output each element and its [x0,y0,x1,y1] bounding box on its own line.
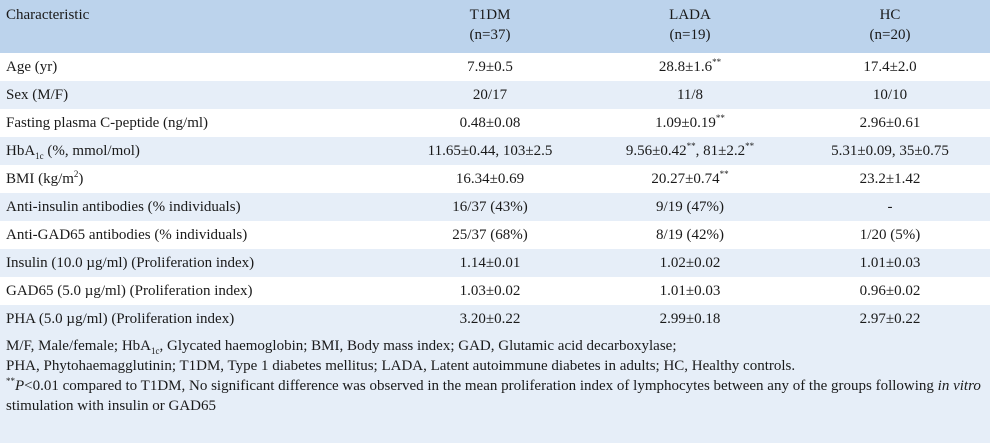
cell-t1dm: 16.34±0.69 [390,165,590,193]
row-label-sub: 1c [35,150,44,161]
cell-lada-value: 28.8±1.6 [658,58,713,75]
row-label-pre: HbA [6,142,36,159]
cell-hc: 23.2±1.42 [790,165,990,193]
cell-hc: 5.31±0.09, 35±0.75 [790,137,990,165]
row-label: Age (yr) [0,53,390,81]
cell-lada: 9/19 (47%) [590,193,790,221]
cell-t1dm: 16/37 (43%) [390,193,590,221]
significance-mark: ** [712,56,722,67]
table-footnote: M/F, Male/female; HbA1c, Glycated haemog… [0,333,990,443]
footnote-text: <0.01 compared to T1DM, No significant d… [24,378,938,394]
row-label: GAD65 (5.0 µg/ml) (Proliferation index) [0,277,390,305]
cell-hc: 17.4±2.0 [790,53,990,81]
cell-lada: 1.02±0.02 [590,249,790,277]
row-label: Sex (M/F) [0,81,390,109]
header-hc: HC (n=20) [790,0,990,53]
row-label: HbA1c (%, mmol/mol) [0,137,390,165]
cell-t1dm: 11.65±0.44, 103±2.5 [390,137,590,165]
table-row-bmi: BMI (kg/m2) 16.34±0.69 20.27±0.74** 23.2… [0,165,990,193]
footnote-line-2: PHA, Phytohaemagglutinin; T1DM, Type 1 d… [6,358,796,374]
significance-mark: ** [719,168,729,179]
table-row-pha-proliferation: PHA (5.0 µg/ml) (Proliferation index) 3.… [0,305,990,333]
cell-hc: 1.01±0.03 [790,249,990,277]
cell-t1dm: 20/17 [390,81,590,109]
header-hc-name: HC [879,7,901,23]
row-label: Anti-insulin antibodies (% individuals) [0,193,390,221]
table-row-age: Age (yr) 7.9±0.5 28.8±1.6** 17.4±2.0 [0,53,990,81]
row-label-post: (%, mmol/mol) [43,142,140,159]
footnote-line-3: **P<0.01 compared to T1DM, No significan… [6,376,984,416]
significance-mark: ** [745,140,755,151]
cell-hc: 10/10 [790,81,990,109]
characteristics-table: Characteristic T1DM (n=37) LADA (n=19) H… [0,0,990,333]
table-row-hba1c: HbA1c (%, mmol/mol) 11.65±0.44, 103±2.5 … [0,137,990,165]
cell-t1dm: 3.20±0.22 [390,305,590,333]
cell-hc: 2.97±0.22 [790,305,990,333]
table-row-gad65-proliferation: GAD65 (5.0 µg/ml) (Proliferation index) … [0,277,990,305]
cell-t1dm: 1.03±0.02 [390,277,590,305]
cell-lada: 11/8 [590,81,790,109]
header-t1dm-name: T1DM [469,7,511,23]
row-label: Insulin (10.0 µg/ml) (Proliferation inde… [0,249,390,277]
row-label: BMI (kg/m2) [0,165,390,193]
row-label: Anti-GAD65 antibodies (% individuals) [0,221,390,249]
row-label-pre: BMI (kg/m [6,170,74,187]
footnote-text: stimulation with insulin or GAD65 [6,398,216,414]
cell-lada: 8/19 (42%) [590,221,790,249]
header-t1dm-n: (n=37) [469,27,511,43]
table-row-insulin-proliferation: Insulin (10.0 µg/ml) (Proliferation inde… [0,249,990,277]
significance-mark: ** [715,112,725,123]
row-label-post: ) [78,170,84,187]
cell-lada: 28.8±1.6** [590,53,790,81]
significance-mark: ** [6,376,15,386]
cell-lada: 20.27±0.74** [590,165,790,193]
cell-hc: 0.96±0.02 [790,277,990,305]
cell-lada: 2.99±0.18 [590,305,790,333]
header-characteristic: Characteristic [0,0,390,53]
table-row-anti-insulin: Anti-insulin antibodies (% individuals) … [0,193,990,221]
footnote-sub: 1c [151,346,160,356]
cell-lada-value: 1.09±0.19 [655,114,716,131]
cell-lada: 1.01±0.03 [590,277,790,305]
cell-lada: 1.09±0.19** [590,109,790,137]
table-row-c-peptide: Fasting plasma C-peptide (ng/ml) 0.48±0.… [0,109,990,137]
footnote-text: M/F, Male/female; HbA [6,338,152,354]
cell-t1dm: 25/37 (68%) [390,221,590,249]
footnote-p-symbol: P [15,378,25,394]
cell-hc: 1/20 (5%) [790,221,990,249]
cell-hc: - [790,193,990,221]
cell-lada-value-a: 9.56±0.42 [625,142,687,159]
row-label-sup: 2 [73,168,79,179]
cell-t1dm: 0.48±0.08 [390,109,590,137]
cell-lada-value-b: , 81±2.2 [695,142,746,159]
header-hc-n: (n=20) [869,27,911,43]
row-label: PHA (5.0 µg/ml) (Proliferation index) [0,305,390,333]
cell-t1dm: 1.14±0.01 [390,249,590,277]
cell-hc: 2.96±0.61 [790,109,990,137]
footnote-italic: in vitro [937,378,981,394]
header-lada-name: LADA [669,7,711,23]
footnote-text: , Glycated haemoglobin; BMI, Body mass i… [159,338,677,354]
significance-mark: ** [686,140,696,151]
header-lada-n: (n=19) [669,27,711,43]
table-row-sex: Sex (M/F) 20/17 11/8 10/10 [0,81,990,109]
cell-lada: 9.56±0.42**, 81±2.2** [590,137,790,165]
footnote-line-1: M/F, Male/female; HbA1c, Glycated haemog… [6,336,984,356]
table-row-anti-gad65: Anti-GAD65 antibodies (% individuals) 25… [0,221,990,249]
header-t1dm: T1DM (n=37) [390,0,590,53]
header-lada: LADA (n=19) [590,0,790,53]
table-header-row: Characteristic T1DM (n=37) LADA (n=19) H… [0,0,990,53]
row-label: Fasting plasma C-peptide (ng/ml) [0,109,390,137]
cell-t1dm: 7.9±0.5 [390,53,590,81]
cell-lada-value: 20.27±0.74 [651,170,720,187]
